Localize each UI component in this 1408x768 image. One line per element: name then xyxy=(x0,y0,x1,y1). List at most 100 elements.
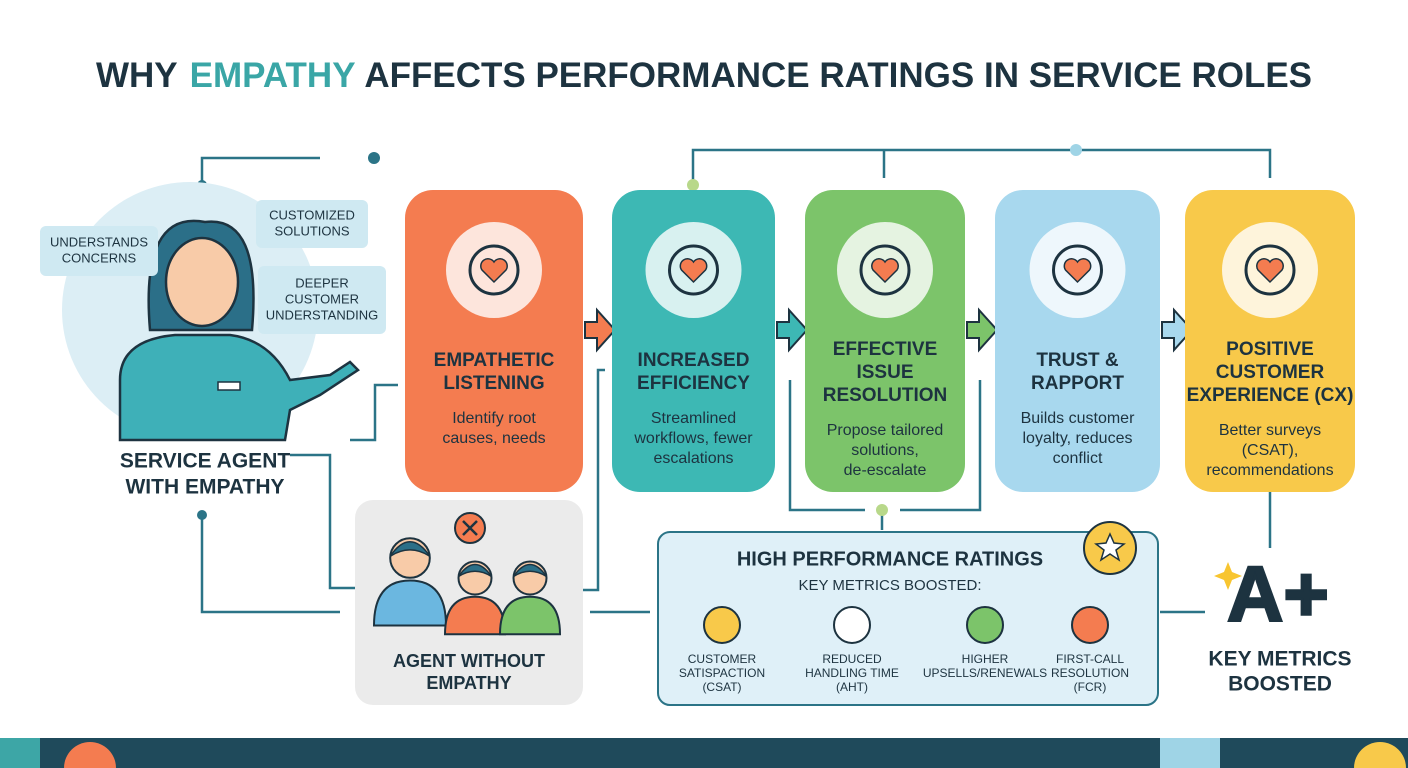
metric-label: (FCR) xyxy=(1074,680,1107,694)
band-pattern xyxy=(1354,742,1406,768)
connector xyxy=(583,368,605,592)
step-text: escalations xyxy=(653,450,733,467)
step-icon-heart xyxy=(1063,258,1092,284)
metric-icon xyxy=(1071,606,1109,644)
metric-label: HANDLING TIME xyxy=(805,666,899,680)
step-title: RESOLUTION xyxy=(823,385,948,406)
step-text: Builds customer xyxy=(1021,410,1135,427)
connector xyxy=(350,383,398,442)
band-pattern xyxy=(0,738,40,768)
sparkle xyxy=(1214,562,1242,590)
step-title: RAPPORT xyxy=(1031,373,1124,394)
step-text: loyalty, reduces xyxy=(1023,430,1133,447)
bubble-text: CUSTOMER xyxy=(285,291,359,306)
step-icon-accent xyxy=(668,244,719,296)
connector-dot xyxy=(876,504,888,516)
metrics-title: HIGH PERFORMANCE RATINGS xyxy=(737,548,1043,570)
step-arrow xyxy=(1161,307,1194,353)
step-title: EFFECTIVE xyxy=(833,339,938,360)
agent-badge xyxy=(217,381,241,391)
step-title: EMPATHETIC xyxy=(434,350,555,371)
metric-label: UPSELLS/RENEWALS xyxy=(923,666,1047,680)
step-arrow xyxy=(776,307,809,353)
step-text: workflows, fewer xyxy=(633,430,753,447)
step-icon-accent xyxy=(1244,244,1296,296)
metric-label: (CSAT) xyxy=(702,680,741,694)
step-title: POSITIVE xyxy=(1226,339,1314,360)
cross-mark xyxy=(462,520,478,536)
metrics-box xyxy=(657,531,1159,706)
thought-bubble xyxy=(258,266,386,334)
band-pattern xyxy=(64,742,116,768)
title-part: AFFECTS PERFORMANCE RATINGS IN SERVICE R… xyxy=(364,56,1312,95)
step-title: EXPERIENCE (CX) xyxy=(1187,385,1354,406)
step-icon-heart xyxy=(871,258,899,284)
metric-icon xyxy=(833,606,871,644)
connector xyxy=(290,453,360,590)
step-text: (CSAT), xyxy=(1242,442,1299,459)
grade-mark: A+ xyxy=(1227,550,1329,638)
connector-dot xyxy=(197,510,207,520)
bubble-text: SOLUTIONS xyxy=(274,223,349,238)
medal-star xyxy=(1094,532,1126,562)
metric-label: RESOLUTION xyxy=(1051,666,1129,680)
connector-dot xyxy=(1070,144,1082,156)
connector xyxy=(200,156,320,185)
connector-dot xyxy=(687,179,699,191)
step-title: INCREASED xyxy=(638,350,750,371)
connectors xyxy=(197,144,1272,614)
agent-label: WITH EMPATHY xyxy=(125,476,284,499)
person-hair xyxy=(512,563,548,578)
step-icon-heart xyxy=(679,258,708,284)
step-icon-accent xyxy=(1052,244,1103,296)
step-title: TRUST & xyxy=(1036,350,1119,371)
title-part: WHY xyxy=(96,56,178,95)
title: WHY EMPATHY AFFECTS PERFORMANCE RATINGS IN… xyxy=(96,56,1312,95)
metric-label: SATISPACTION xyxy=(679,666,765,680)
step-title: CUSTOMER xyxy=(1216,362,1325,383)
metric-icon xyxy=(703,606,741,644)
bottom-band xyxy=(0,738,1408,768)
person-body xyxy=(498,595,562,636)
connector xyxy=(200,515,340,614)
step-text: Streamlined xyxy=(651,410,736,427)
no-empathy-label: EMPATHY xyxy=(426,673,511,693)
metric-label: CUSTOMER xyxy=(688,652,757,666)
bubble-text: UNDERSTANDS xyxy=(50,234,148,249)
step-arrow xyxy=(584,307,617,353)
metric-icon xyxy=(966,606,1004,644)
metric-label: FIRST-CALL xyxy=(1056,652,1124,666)
bubble-text: DEEPER xyxy=(295,275,348,290)
agent-face xyxy=(164,236,240,328)
agent-label: SERVICE AGENT xyxy=(120,450,291,473)
connector xyxy=(691,148,1272,185)
title-highlight: EMPATHY xyxy=(190,56,356,95)
step-text: Propose tailored xyxy=(827,422,944,439)
person-body xyxy=(372,579,448,627)
step-text: recommendations xyxy=(1206,462,1333,479)
step-text: conflict xyxy=(1053,450,1103,467)
thought-bubble xyxy=(40,226,158,276)
step-text: de-escalate xyxy=(844,462,927,479)
connector-dot xyxy=(368,152,380,164)
step-icon-accent xyxy=(468,244,520,296)
person-hair xyxy=(389,541,431,557)
step-title: EFFICIENCY xyxy=(637,373,750,394)
metric-label: (AHT) xyxy=(836,680,868,694)
person-hair xyxy=(457,563,493,578)
metric-label: REDUCED xyxy=(822,652,882,666)
step-text: Better surveys xyxy=(1219,422,1321,439)
band-pattern xyxy=(1160,738,1220,768)
step-icon-heart xyxy=(1256,258,1284,284)
bubble-text: CONCERNS xyxy=(62,250,137,265)
step-title: LISTENING xyxy=(443,373,544,394)
grade-label: BOOSTED xyxy=(1228,673,1332,696)
grade-label: KEY METRICS xyxy=(1208,648,1351,671)
bubble-text: CUSTOMIZED xyxy=(269,207,355,222)
step-icon-heart xyxy=(480,258,508,284)
step-text: Identify root xyxy=(452,410,536,427)
step-text: solutions, xyxy=(851,442,919,459)
step-title: ISSUE xyxy=(856,362,913,383)
